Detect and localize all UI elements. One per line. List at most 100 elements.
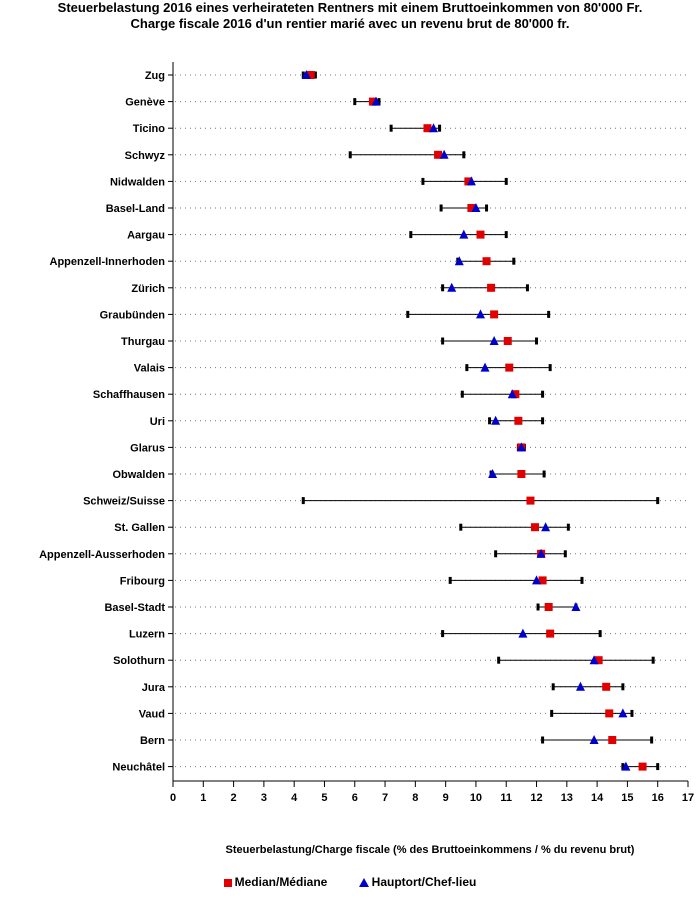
x-tick-label: 4 <box>291 792 298 804</box>
range-min-cap <box>541 736 545 744</box>
range-max-cap <box>566 523 570 531</box>
capital-marker <box>429 123 439 133</box>
row-label: Zug <box>145 70 165 82</box>
median-marker <box>487 283 496 292</box>
x-tick-label: 17 <box>682 792 694 804</box>
median-marker <box>490 310 499 319</box>
range-max-cap <box>525 284 529 292</box>
range-min-cap <box>621 763 625 771</box>
median-marker <box>503 337 512 345</box>
row-label: Neuchâtel <box>112 762 165 774</box>
median-marker <box>514 416 523 425</box>
median-marker <box>602 682 611 691</box>
capital-marker <box>518 628 528 638</box>
range-max-cap <box>535 337 539 345</box>
range-max-cap <box>651 656 655 664</box>
range-max-cap <box>656 763 660 771</box>
row-label: Graubünden <box>100 309 166 321</box>
row-label: Basel-Stadt <box>104 602 165 614</box>
median-marker <box>467 204 476 212</box>
median-marker <box>505 363 514 372</box>
range-min-cap <box>488 417 492 425</box>
row-label: Nidwalden <box>110 176 165 188</box>
range-max-cap <box>547 310 551 318</box>
capital-marker <box>516 442 526 452</box>
x-axis-label: Steuerbelastung/Charge fiscale (% des Br… <box>226 844 635 856</box>
range-min-cap <box>406 310 410 318</box>
range-min-cap <box>353 98 357 106</box>
x-tick-label: 0 <box>170 792 176 804</box>
range-min-cap <box>459 523 463 531</box>
legend-median: Median/Médiane <box>223 874 328 889</box>
x-tick-label: 5 <box>321 792 327 804</box>
range-max-cap <box>377 98 381 106</box>
median-marker <box>538 576 547 585</box>
x-tick-label: 11 <box>500 792 512 804</box>
capital-marker <box>475 309 485 319</box>
range-min-cap <box>441 337 445 345</box>
capital-marker <box>459 229 469 239</box>
range-min-cap <box>497 656 501 664</box>
capital-marker <box>571 602 581 611</box>
median-marker <box>423 124 432 133</box>
row-label: Bern <box>140 735 165 747</box>
range-max-cap <box>541 390 545 398</box>
x-tick-label: 10 <box>470 792 482 804</box>
range-max-cap <box>512 257 516 265</box>
range-min-cap <box>439 204 443 212</box>
capital-marker <box>371 96 381 106</box>
row-label: Ticino <box>133 123 165 135</box>
capital-marker <box>301 70 311 79</box>
row-label: Appenzell-Ausserhoden <box>39 549 165 561</box>
range-min-cap <box>550 709 554 717</box>
row-label: Appenzell-Innerhoden <box>50 256 166 268</box>
median-marker <box>511 390 520 399</box>
row-label: Schaffhausen <box>93 389 165 401</box>
capital-marker <box>536 548 546 558</box>
capital-marker <box>541 522 551 532</box>
range-min-cap <box>460 390 464 398</box>
range-max-cap <box>542 470 546 478</box>
row-label: Valais <box>134 363 165 375</box>
row-label: Schwyz <box>125 150 166 162</box>
row-label: Vaud <box>139 708 165 720</box>
x-tick-label: 3 <box>261 792 267 804</box>
chart-subtitle: Charge fiscale 2016 d'un rentier marié a… <box>130 16 570 31</box>
capital-marker <box>489 336 499 345</box>
row-label: Aargau <box>127 230 165 242</box>
range-min-cap <box>536 603 540 611</box>
range-min-cap <box>448 576 452 584</box>
range-min-cap <box>389 124 393 132</box>
range-min-cap <box>441 630 445 638</box>
row-label: Luzern <box>129 629 165 641</box>
median-marker <box>517 470 526 478</box>
row-label: Uri <box>150 416 165 428</box>
median-marker <box>605 709 614 718</box>
x-tick-label: 12 <box>530 792 542 804</box>
row-label: Solothurn <box>113 655 165 667</box>
capital-marker <box>589 655 599 665</box>
median-marker <box>594 656 603 665</box>
capital-marker <box>491 415 501 425</box>
range-max-cap <box>541 417 545 425</box>
range-min-cap <box>441 284 445 292</box>
range-max-cap <box>438 124 442 132</box>
range-max-cap <box>485 204 489 212</box>
legend-median-label: Median/Médiane <box>234 874 328 889</box>
capital-marker <box>575 681 585 691</box>
range-max-cap <box>580 576 584 584</box>
median-marker <box>476 230 485 239</box>
chart-title: Steuerbelastung 2016 eines verheirateten… <box>57 0 643 15</box>
range-max-cap <box>650 736 654 744</box>
median-marker <box>306 71 315 79</box>
median-marker <box>434 150 443 159</box>
range-min-cap <box>465 364 469 372</box>
x-tick-label: 8 <box>412 792 418 804</box>
median-marker <box>638 762 647 771</box>
x-tick-label: 16 <box>652 792 664 804</box>
row-label: Glarus <box>130 442 165 454</box>
capital-marker <box>507 389 517 399</box>
capital-marker <box>447 282 457 292</box>
row-label: Zürich <box>131 283 165 295</box>
range-min-cap <box>301 71 305 79</box>
